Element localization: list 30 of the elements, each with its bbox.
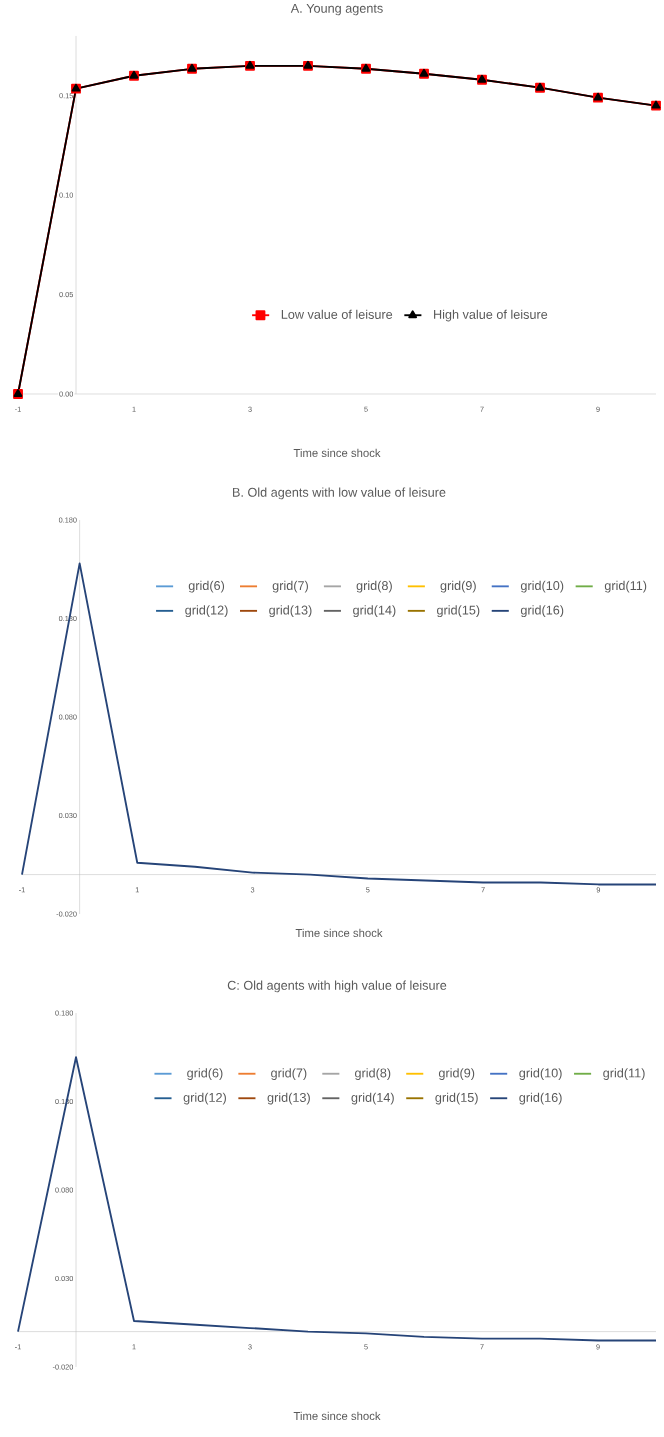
legend-label: grid(12): [183, 1092, 226, 1105]
chart-title: A. Young agents: [290, 3, 383, 16]
legend-label: grid(13): [269, 605, 312, 618]
legend-label: grid(12): [185, 605, 228, 618]
legend-label: grid(15): [435, 1092, 478, 1105]
legend-label: grid(10): [520, 580, 564, 593]
legend-label: Low value of leisure: [281, 309, 393, 319]
legend-label: grid(6): [188, 580, 225, 593]
legend-label: High value of leisure: [434, 309, 548, 322]
legend-label: grid(6): [187, 1068, 223, 1080]
x-axis-title: Time since shock: [295, 928, 383, 938]
legend-label: grid(14): [351, 1092, 394, 1105]
legend-label: grid(8): [355, 1068, 391, 1080]
legend-label: grid(15): [437, 605, 480, 618]
legend-label: grid(16): [520, 605, 564, 618]
legend-label: grid(13): [267, 1092, 310, 1105]
legend-label: grid(7): [272, 580, 308, 593]
legend-label: grid(9): [440, 580, 476, 593]
legend-label: grid(11): [603, 1068, 645, 1080]
x-axis-title: Time since shock: [293, 448, 381, 458]
legend-label: grid(11): [604, 580, 647, 593]
legend-label: grid(7): [271, 1068, 307, 1080]
chart-title: C: Old agents with high value of leisure: [227, 980, 447, 993]
legend-label: grid(8): [356, 580, 392, 593]
legend-label: grid(9): [438, 1068, 475, 1080]
x-axis-title: Time since shock: [293, 1411, 381, 1421]
legend-label: grid(10): [519, 1068, 562, 1080]
legend-label: grid(14): [353, 605, 396, 618]
chart-title: B. Old agents with low value of leisure: [233, 487, 446, 500]
legend-label: grid(16): [519, 1092, 562, 1105]
